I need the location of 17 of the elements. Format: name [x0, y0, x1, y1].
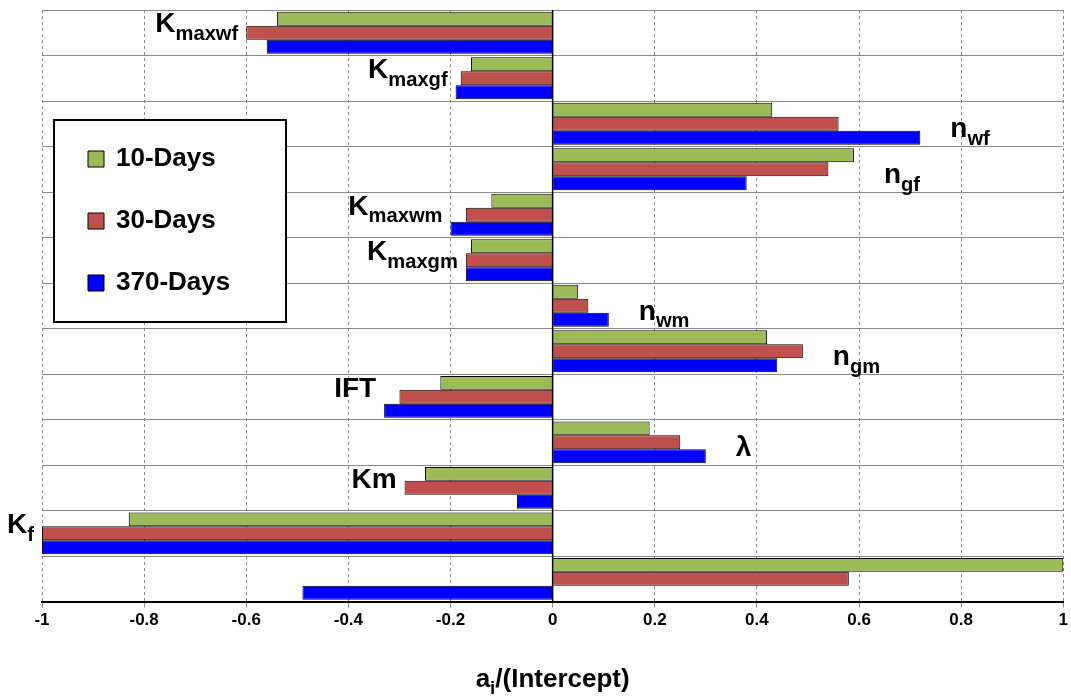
x-tick-label: 0.2 [642, 610, 667, 630]
x-tick-label: 0 [547, 610, 558, 630]
x-tick-label: -1 [34, 610, 50, 630]
y-tick-label: λ [735, 431, 752, 463]
x-tick-label: -0.4 [333, 610, 364, 630]
x-tick-label: -0.2 [435, 610, 466, 630]
legend-label: 370-Days [116, 266, 231, 297]
y-tick-label: IFT [334, 371, 377, 403]
y-tick-label: Km [351, 462, 397, 494]
x-tick-label: -0.8 [129, 610, 159, 630]
legend-label: 10-Days [116, 142, 216, 173]
x-tick-label: 0.6 [847, 610, 871, 630]
x-tick-label: 0.8 [949, 610, 973, 630]
x-tick-label: 0.4 [745, 610, 770, 630]
legend-label: 30-Days [116, 204, 216, 235]
x-tick-label: 1 [1058, 610, 1069, 630]
x-tick-label: -0.6 [231, 610, 261, 630]
